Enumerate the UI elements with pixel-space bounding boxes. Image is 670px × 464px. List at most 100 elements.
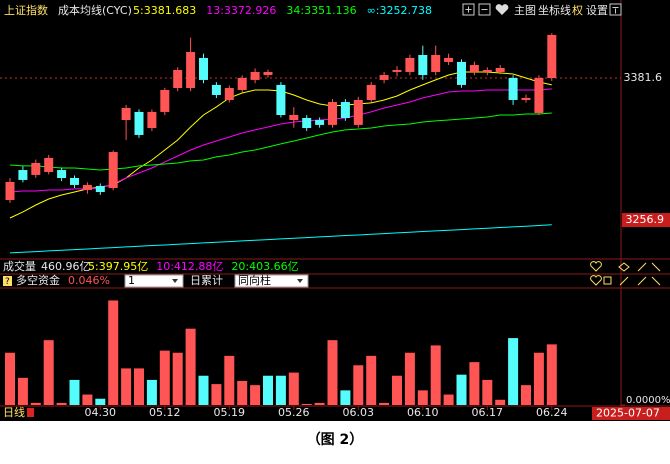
bar — [237, 380, 248, 405]
legend-entry: 5:3381.683 — [133, 4, 196, 17]
candle-body — [418, 54, 428, 76]
candle-body — [199, 57, 208, 80]
panel-icon[interactable] — [590, 261, 602, 272]
bar — [159, 350, 170, 405]
bar — [172, 352, 183, 405]
zoom-in-button[interactable] — [462, 3, 475, 16]
candle-body — [224, 88, 234, 100]
candle-body — [211, 84, 221, 95]
date-box — [592, 407, 670, 420]
bar — [95, 398, 106, 405]
bar — [224, 355, 235, 405]
expand-button[interactable] — [609, 3, 622, 16]
bar — [340, 390, 351, 405]
bar — [288, 372, 299, 405]
bar — [392, 375, 402, 405]
bar — [146, 379, 157, 405]
panel-icon[interactable] — [590, 275, 602, 286]
period-icon — [27, 408, 34, 417]
candle-body — [82, 184, 92, 190]
mode-label: 日累计 — [190, 274, 223, 287]
bar — [185, 328, 196, 405]
bar — [327, 340, 338, 405]
bar — [263, 375, 273, 405]
legend-entry: 13:3372.926 — [206, 4, 276, 17]
help-icon[interactable] — [3, 276, 12, 286]
zoom-out-button[interactable] — [478, 3, 491, 16]
candle-body — [57, 170, 67, 179]
bar — [404, 352, 415, 405]
candle-body — [289, 115, 299, 121]
candle-body — [328, 102, 337, 125]
bar — [82, 394, 93, 405]
y-tick-label: 3381.6 — [624, 71, 663, 84]
bar — [379, 402, 390, 405]
indicator-value: 0.046% — [68, 274, 110, 287]
volume-ma: 20:403.66亿 — [231, 260, 298, 273]
candle-body — [276, 84, 286, 116]
candle-body — [534, 77, 544, 113]
candle-body — [353, 99, 363, 125]
panel-icon[interactable] — [603, 276, 612, 285]
bar — [69, 379, 80, 405]
bar — [198, 375, 209, 405]
candle-body — [482, 70, 492, 72]
bar — [56, 402, 67, 405]
toolbar-item[interactable]: 权 — [572, 4, 583, 17]
candle-body — [521, 97, 531, 100]
bar — [456, 374, 467, 405]
bar — [366, 355, 377, 405]
candle-body — [44, 157, 54, 172]
dropdown[interactable] — [124, 274, 184, 288]
legend-entry: 34:3351.136 — [286, 4, 356, 17]
candle-body — [469, 65, 479, 72]
candle-body — [340, 102, 350, 118]
dropdown-value: 同向柱 — [238, 273, 271, 287]
dropdown-arrow — [297, 279, 303, 283]
candle-body — [302, 117, 312, 129]
panel-icon[interactable] — [637, 262, 661, 272]
y-tick-box — [622, 213, 670, 228]
favorite-icon[interactable] — [495, 4, 509, 15]
bar — [211, 384, 222, 405]
panel-icon[interactable] — [618, 262, 630, 272]
candle-body — [173, 70, 183, 89]
x-tick-label: 04.30 — [85, 406, 117, 419]
candle-body — [237, 77, 247, 90]
bar — [533, 352, 544, 405]
candle-body — [366, 84, 376, 100]
chart-subtitle: 成本均线(CYC) — [58, 3, 132, 17]
toolbar-item[interactable]: 主图 — [514, 4, 536, 17]
x-tick-label: 06.17 — [472, 406, 504, 419]
legend-entry: ∞:3252.738 — [367, 4, 432, 17]
panel-icon[interactable] — [619, 276, 661, 286]
period-label[interactable]: 日线 — [3, 405, 25, 419]
dropdown[interactable] — [234, 274, 309, 288]
chart-title: 上证指数 — [4, 3, 48, 17]
candle-body — [18, 170, 28, 180]
volume-ma: 5:397.95亿 — [88, 260, 148, 273]
candle-body — [31, 162, 41, 175]
ma-line — [9, 112, 552, 171]
toolbar-item[interactable]: 坐标线 — [538, 3, 571, 17]
bar — [469, 362, 480, 405]
bar — [482, 379, 493, 405]
toolbar-item[interactable]: 设置 — [586, 4, 608, 17]
bar — [275, 375, 286, 405]
x-tick-label: 05.12 — [149, 406, 181, 419]
candle-body — [5, 181, 15, 200]
candle-body — [405, 57, 415, 72]
caption: （图 2） — [307, 432, 364, 448]
bar — [546, 344, 557, 405]
indicator-title: 多空资金 — [16, 273, 60, 287]
candle-body — [263, 71, 273, 76]
bar — [314, 402, 325, 405]
dropdown-arrow — [172, 279, 178, 283]
candle-body — [431, 54, 441, 72]
candle-body — [495, 67, 505, 72]
bar — [121, 368, 132, 405]
x-tick-label: 05.26 — [278, 406, 310, 419]
zoom-in-icon — [465, 6, 472, 13]
bar — [353, 365, 364, 405]
